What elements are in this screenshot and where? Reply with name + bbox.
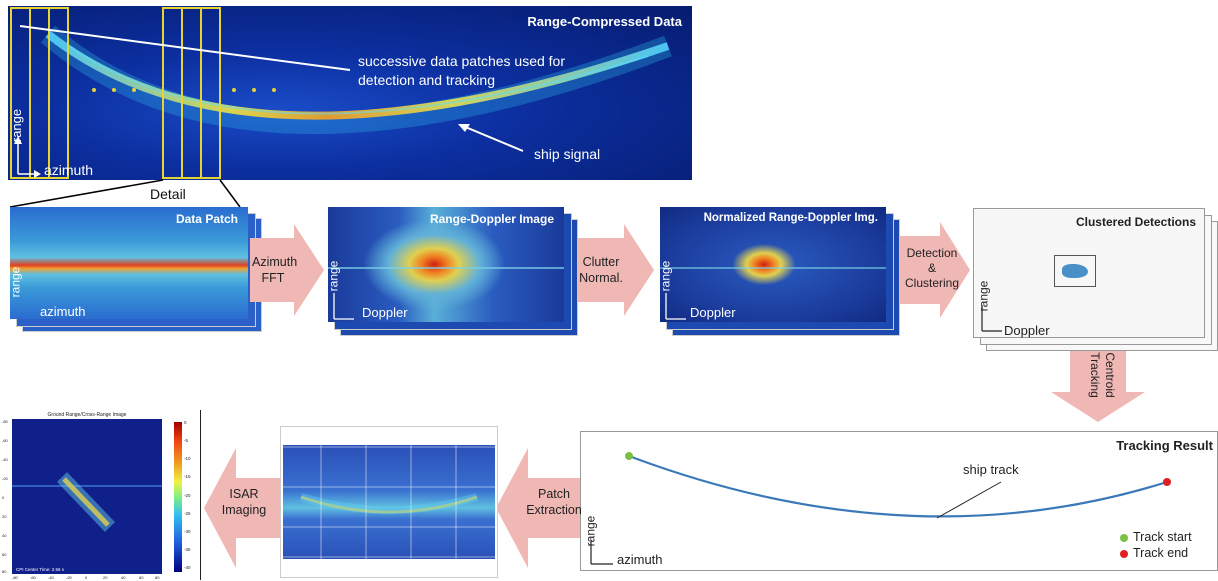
colorbar-ticks: 0 -5 -10 -15 -20 -25 -30 -35 -40: [184, 420, 191, 570]
rd-doppler-label: Doppler: [362, 305, 408, 320]
patch-box: [200, 7, 221, 179]
isar-xticks: -80 -60 -40 -20 0 20 40 60 80: [12, 575, 160, 580]
step-patch-extraction: Patch Extraction: [526, 487, 582, 517]
legend-start-dot: [1120, 534, 1128, 542]
patch-box: [29, 7, 50, 179]
ship-track-label: ship track: [963, 462, 1019, 477]
tracking-result-panel: Tracking Result ship track range azimuth…: [580, 431, 1218, 571]
range-doppler-image: Range-Doppler Image range Doppler: [328, 207, 564, 322]
top-azimuth-label: azimuth: [44, 162, 94, 178]
cluster-bounding-box: [1054, 255, 1096, 287]
nrd-doppler-label: Doppler: [690, 305, 736, 320]
data-patch-azimuth-label: azimuth: [40, 304, 86, 319]
data-patch-title: Data Patch: [175, 212, 238, 226]
isar-title: Ground Range/Cross-Range Image: [47, 412, 127, 418]
step-centroid-tracking: Centroid Tracking: [1088, 352, 1117, 398]
step-isar-imaging: ISAR Imaging: [221, 487, 267, 517]
isar-colorbar: [174, 422, 182, 572]
data-patch-image: Data Patch range azimuth: [10, 207, 248, 319]
detail-label: Detail: [150, 186, 186, 202]
patch-box: [181, 7, 202, 179]
tracking-result-title: Tracking Result: [1116, 438, 1213, 453]
normalized-range-doppler-image: Normalized Range-Doppler Img. range Dopp…: [660, 207, 886, 322]
range-doppler-title: Range-Doppler Image: [429, 212, 554, 226]
range-compressed-title: Range-Compressed Data: [527, 14, 682, 29]
extracted-patch-image: [280, 426, 498, 578]
track-range-label: range: [583, 515, 598, 547]
isar-yticks: -80 -60 -40 -20 0 20 40 60 80: [2, 419, 8, 574]
step-clutter-normal: Clutter Normal.: [579, 255, 623, 285]
track-start-marker: [625, 452, 633, 460]
top-range-label: range: [9, 108, 25, 143]
legend-start-label: Track start: [1133, 530, 1192, 544]
clustered-detections-panel: Clustered Detections range Doppler: [973, 208, 1205, 338]
track-azimuth-label: azimuth: [617, 552, 663, 567]
isar-ship-blob: [62, 477, 110, 527]
range-compressed-image: [10, 7, 672, 179]
normalized-rd-title: Normalized Range-Doppler Img.: [703, 212, 878, 224]
isar-plot-area: CPI Center Time: 2.56 s: [12, 419, 162, 574]
cluster-blob: [1062, 264, 1088, 278]
ship-track-line: [628, 454, 1168, 518]
patch-annotation: successive data patches used for detecti…: [358, 53, 566, 88]
step-detection-clustering: Detection & Clustering: [904, 246, 960, 290]
range-compressed-panel: Range-Compressed Data successive data pa…: [8, 6, 692, 180]
patch-box: [10, 7, 31, 179]
clustered-detections-title: Clustered Detections: [1075, 215, 1196, 229]
legend-end-label: Track end: [1133, 546, 1189, 560]
data-patch-range-label: range: [10, 266, 23, 298]
step-azimuth-fft: Azimuth FFT: [252, 255, 298, 285]
clust-doppler-label: Doppler: [1004, 323, 1050, 338]
ship-signal-label: ship signal: [534, 146, 601, 162]
patch-box: [48, 7, 69, 179]
isar-caption: CPI Center Time: 2.56 s: [16, 567, 65, 572]
ship-signal-curve: [45, 30, 670, 120]
track-end-marker: [1163, 478, 1171, 486]
legend-end-dot: [1120, 550, 1128, 558]
isar-image-panel: Ground Range/Cross-Range Image CPI Cente…: [2, 410, 201, 580]
